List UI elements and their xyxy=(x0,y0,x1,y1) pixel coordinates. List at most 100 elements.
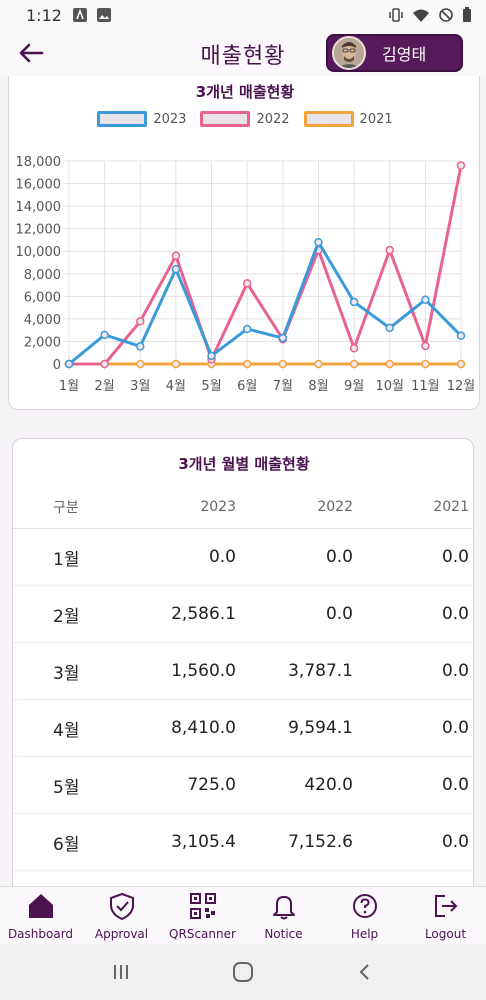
x-tick-label: 7월 xyxy=(273,379,293,394)
value-2023-cell: 1,560.0 xyxy=(171,661,236,681)
month-cell: 5월 xyxy=(53,777,80,798)
value-2023-cell: 8,410.0 xyxy=(171,718,236,738)
y-tick-label: 14,000 xyxy=(16,200,62,215)
y-tick-label: 6,000 xyxy=(24,290,61,305)
data-point-2023 xyxy=(314,237,323,247)
data-point-2023 xyxy=(349,297,359,307)
data-point-2022 xyxy=(171,251,181,261)
value-2022-cell: 420.0 xyxy=(304,775,353,795)
data-point-2023 xyxy=(207,351,216,361)
legend-label-2022: 2022 xyxy=(256,111,290,127)
legend-label-2023: 2023 xyxy=(153,111,187,127)
help-circle-icon xyxy=(352,894,377,918)
sales-chart-card: 3개년 매출현황 2023 2022 2021 0 2,000 4,000 6,000… xyxy=(8,76,480,410)
nav-item-qrscanner[interactable]: QRScanner xyxy=(162,887,243,944)
data-point-2022 xyxy=(385,245,394,255)
nav-label-notice: Notice xyxy=(264,927,303,941)
table-row: 1월 0.0 0.0 0.0 xyxy=(13,529,475,586)
table-row: 5월 725.0 420.0 0.0 xyxy=(13,757,475,814)
legend-item-2022[interactable]: 2022 xyxy=(200,111,290,127)
nav-label-qrscanner: QRScanner xyxy=(169,927,236,941)
value-2021-cell: 0.0 xyxy=(441,832,469,852)
qr-code-icon xyxy=(189,893,216,919)
legend-item-2023[interactable]: 2023 xyxy=(97,111,186,127)
table-row: 2월 2,586.1 0.0 0.0 xyxy=(13,586,475,643)
month-cell: 6월 xyxy=(53,834,80,855)
table-row: 3월 1,560.0 3,787.1 0.0 xyxy=(13,643,475,700)
data-point-2023 xyxy=(100,330,109,340)
y-tick-label: 16,000 xyxy=(16,178,62,193)
image-icon xyxy=(96,8,111,22)
data-point-2021 xyxy=(385,359,394,369)
x-tick-label: 4월 xyxy=(166,379,186,394)
data-point-2023 xyxy=(242,324,252,334)
nav-item-notice[interactable]: Notice xyxy=(243,887,324,944)
value-2021-cell: 0.0 xyxy=(441,775,469,795)
value-2021-cell: 0.0 xyxy=(441,718,469,738)
y-tick-label: 12,000 xyxy=(16,223,62,238)
back-system-button[interactable] xyxy=(350,957,380,987)
legend-item-2021[interactable]: 2021 xyxy=(303,111,393,127)
value-2023-cell: 3,105.4 xyxy=(171,832,236,852)
chart-title: 3개년 매출현황 xyxy=(195,83,295,101)
shield-check-icon xyxy=(109,892,134,921)
header-cell-2021: 2021 xyxy=(433,498,469,515)
table-row: 4월 8,410.0 9,594.1 0.0 xyxy=(13,700,475,757)
header-cell-2023: 2023 xyxy=(200,498,236,515)
data-point-2021 xyxy=(349,359,359,369)
value-2023-cell: 2,586.1 xyxy=(171,604,236,624)
avatar xyxy=(332,36,366,70)
data-point-2022 xyxy=(100,359,109,369)
data-point-2021 xyxy=(456,359,466,369)
y-tick-label: 18,000 xyxy=(16,155,62,170)
back-button[interactable] xyxy=(16,38,46,68)
table-title: 3개년 월별 매출현황 xyxy=(178,455,310,473)
nav-label-logout: Logout xyxy=(424,927,467,941)
data-point-2022 xyxy=(136,317,145,326)
series-line-2023 xyxy=(68,240,463,366)
x-tick-label: 3월 xyxy=(130,379,150,394)
value-2022-cell: 3,787.1 xyxy=(288,661,353,681)
user-profile-button[interactable]: 김영태 xyxy=(326,34,463,72)
content-area[interactable]: 3개년 매출현황 2023 2022 2021 0 2,000 4,000 6,000… xyxy=(0,76,486,886)
month-cell: 1월 xyxy=(53,549,80,570)
data-point-2023 xyxy=(64,359,74,369)
data-point-2021 xyxy=(314,359,323,369)
vibrate-icon xyxy=(389,8,403,22)
month-cell: 2월 xyxy=(53,606,80,627)
table-header: 구분 2023 2022 2021 xyxy=(13,485,475,529)
legend-swatch-2023 xyxy=(97,111,148,127)
value-2021-cell: 0.0 xyxy=(441,661,469,681)
data-point-2022 xyxy=(421,341,430,351)
status-bar: 1:12 xyxy=(0,0,486,30)
nav-item-help[interactable]: Help xyxy=(324,887,405,944)
data-point-2023 xyxy=(171,264,181,274)
nav-item-approval[interactable]: Approval xyxy=(81,887,162,944)
value-2022-cell: 9,594.1 xyxy=(288,718,353,738)
y-tick-label: 10,000 xyxy=(16,245,62,260)
value-2022-cell: 0.0 xyxy=(325,604,353,624)
x-tick-label: 9월 xyxy=(344,379,364,394)
battery-icon xyxy=(463,7,471,22)
data-point-2022 xyxy=(456,161,466,170)
value-2022-cell: 7,152.6 xyxy=(288,832,353,852)
data-point-2022 xyxy=(242,279,252,288)
x-tick-label: 1월 xyxy=(59,379,79,394)
data-point-2021 xyxy=(136,359,145,369)
home-system-button[interactable] xyxy=(228,957,258,987)
recents-button[interactable] xyxy=(106,957,136,987)
x-tick-label: 8월 xyxy=(308,379,328,394)
data-point-2023 xyxy=(456,331,466,341)
data-point-2023 xyxy=(421,295,430,304)
x-tick-label: 12월 xyxy=(447,379,476,394)
back-chevron-icon xyxy=(359,964,369,980)
series-line-2022 xyxy=(69,165,463,366)
nav-item-logout[interactable]: Logout xyxy=(405,887,486,944)
header-cell-2022: 2022 xyxy=(317,498,353,515)
logout-icon xyxy=(434,895,457,917)
user-name: 김영태 xyxy=(382,45,427,64)
font-a-icon xyxy=(72,8,87,22)
home-circle-icon xyxy=(233,962,253,982)
value-2023-cell: 725.0 xyxy=(187,775,236,795)
nav-item-dashboard[interactable]: Dashboard xyxy=(0,887,81,944)
